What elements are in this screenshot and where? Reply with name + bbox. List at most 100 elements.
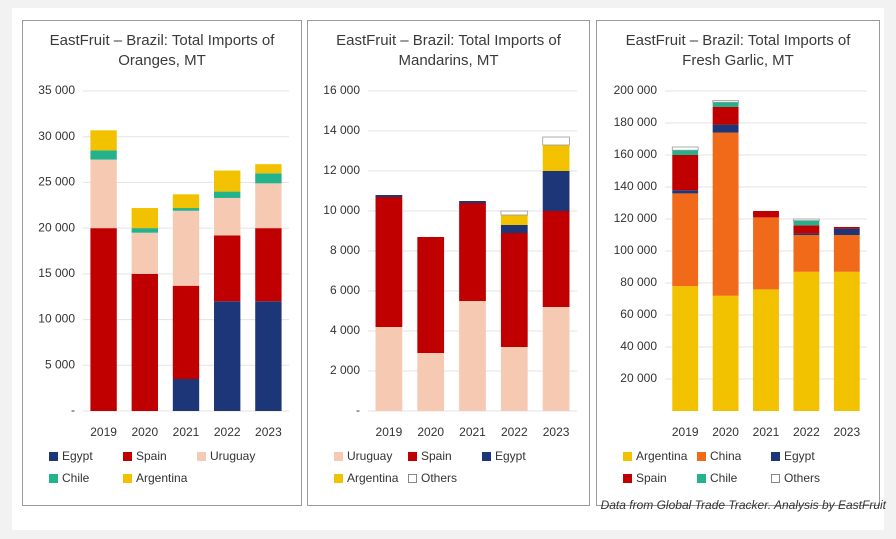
bar-segment [376,197,403,327]
legend-swatch [334,452,343,461]
chart-panel: EastFruit – Brazil: Total Imports of Ora… [22,20,302,506]
bar-segment [255,173,281,183]
bar-segment [834,272,860,411]
bar-segment [672,190,698,193]
legend-swatch [123,474,132,483]
legend-item: China [697,449,771,463]
bar-segment [672,155,698,190]
legend-swatch [623,452,632,461]
y-tick-label: 6 000 [330,283,360,297]
page: {"chart_data": [ {"type": "stacked-bar",… [0,0,896,539]
legend-label: Others [784,471,820,485]
bar-segment [713,107,739,125]
y-tick-label: 20 000 [620,371,657,385]
legend-item: Spain [623,471,697,485]
bar-segment [672,147,698,150]
bar-segment [753,217,779,289]
legend-swatch [697,452,706,461]
legend-swatch [697,474,706,483]
y-tick-label: 5 000 [45,357,75,371]
bar-segment [543,211,570,307]
legend-swatch [771,474,780,483]
legend-item: Spain [408,449,482,463]
bar-segment [713,296,739,411]
bar-segment [793,235,819,272]
y-tick-label: 4 000 [330,323,360,337]
y-tick-label: 2 000 [330,363,360,377]
y-tick-label: 35 000 [38,83,75,97]
bar-segment [173,211,199,286]
bar-segment [214,192,240,198]
bar-segment [501,215,528,225]
y-tick-label: 15 000 [38,266,75,280]
legend-label: Spain [136,449,167,463]
chart-panel: EastFruit – Brazil: Total Imports of Man… [307,20,590,506]
legend-label: Others [421,471,457,485]
chart: 20 00040 00060 00080 000100 000120 00014… [597,21,879,446]
bar-segment [90,228,116,411]
y-tick-label: 180 000 [614,115,658,129]
x-tick-label: 2023 [833,425,860,439]
y-tick-label: - [356,403,360,417]
bar-segment [793,225,819,233]
bar-segment [417,353,444,411]
bar-segment [543,137,570,145]
bar-segment [672,150,698,155]
bar-segment [501,225,528,233]
x-tick-label: 2022 [214,425,241,439]
legend-item: Others [771,471,845,485]
legend-label: Argentina [136,471,187,485]
legend-item: Chile [697,471,771,485]
legend-label: Argentina [347,471,398,485]
legend-item: Egypt [482,449,556,463]
bar-segment [132,233,158,274]
bar-segment [793,219,819,221]
y-tick-label: 10 000 [323,203,360,217]
frame: EastFruit – Brazil: Total Imports of Ora… [12,8,884,530]
bar-segment [459,301,486,411]
x-tick-label: 2021 [753,425,780,439]
bar-segment [255,164,281,173]
y-tick-label: - [71,403,75,417]
legend-item: Chile [49,471,123,485]
legend-label: China [710,449,741,463]
legend-item: Argentina [123,471,197,485]
bar-segment [834,235,860,272]
legend-item: Spain [123,449,197,463]
legend-label: Uruguay [347,449,392,463]
legend-label: Spain [421,449,452,463]
y-tick-label: 30 000 [38,129,75,143]
bar-segment [173,208,199,211]
legend-label: Argentina [636,449,687,463]
bar-segment [713,133,739,296]
x-tick-label: 2020 [417,425,444,439]
legend-label: Egypt [62,449,93,463]
bar-segment [459,201,486,203]
x-tick-label: 2019 [90,425,117,439]
x-tick-label: 2021 [173,425,200,439]
bar-segment [173,379,199,411]
bar-segment [501,211,528,215]
y-tick-label: 14 000 [323,123,360,137]
x-tick-label: 2023 [255,425,282,439]
legend: Uruguay Spain Egypt Argentina Others [334,449,581,485]
x-tick-label: 2019 [376,425,403,439]
x-tick-label: 2022 [501,425,528,439]
bar-segment [713,125,739,133]
x-tick-label: 2023 [543,425,570,439]
bar-segment [90,130,116,150]
legend-item: Argentina [334,471,408,485]
bar-segment [753,289,779,411]
legend-swatch [408,452,417,461]
legend-item: Egypt [49,449,123,463]
bar-segment [214,235,240,301]
legend-label: Chile [710,471,737,485]
legend-label: Spain [636,471,667,485]
bar-segment [90,150,116,159]
bar-segment [214,171,240,192]
y-tick-label: 200 000 [614,83,658,97]
legend-item: Uruguay [334,449,408,463]
